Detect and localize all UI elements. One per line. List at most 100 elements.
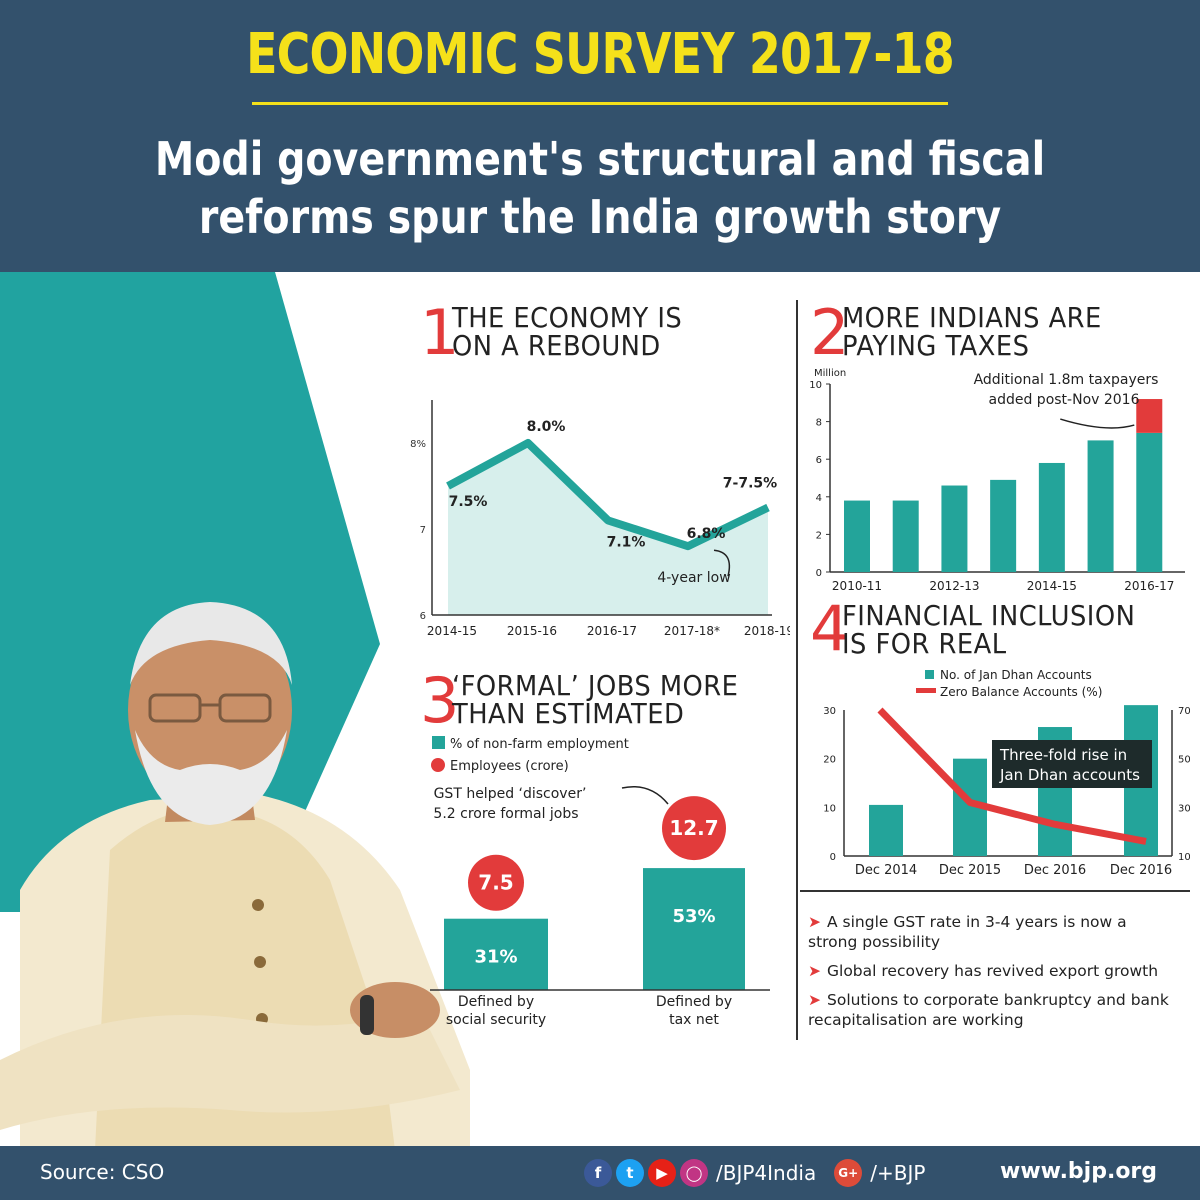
- person-photo: [0, 602, 470, 1150]
- gdp-growth-line: [446, 439, 770, 551]
- survey-title: ECONOMIC SURVEY 2017-18: [246, 22, 955, 87]
- key-point-text: Solutions to corporate bankruptcy and ba…: [827, 991, 1169, 1009]
- facebook-icon[interactable]: f: [584, 1159, 612, 1187]
- x-tick-label: Dec 2016: [1024, 863, 1086, 878]
- google-plus-icon[interactable]: G+: [834, 1159, 863, 1187]
- section-3-number: 3: [420, 664, 460, 737]
- key-point: ➤ Solutions to corporate bankruptcy and b…: [808, 990, 1188, 1030]
- y-tick-label: 8%: [410, 439, 426, 450]
- instagram-icon[interactable]: ◯: [680, 1159, 708, 1187]
- section-3-title-line-1: ‘FORMAL’ JOBS MORE: [452, 669, 739, 702]
- y-tick-label-right: 50: [1178, 755, 1190, 766]
- section-2-number: 2: [810, 296, 850, 369]
- social-handle-bjp4india[interactable]: /BJP4India: [716, 1161, 817, 1185]
- jan-dhan-combo-chart: No. of Jan Dhan Accounts Zero Balance Acc…: [823, 668, 1190, 878]
- legend-label: Zero Balance Accounts (%): [940, 685, 1102, 699]
- x-tick-label: 2015-16: [507, 624, 557, 638]
- section-1-number: 1: [420, 296, 460, 369]
- x-tick-label: social security: [446, 1012, 546, 1028]
- website-link[interactable]: www.bjp.org: [1000, 1159, 1158, 1184]
- y-tick-label: 0: [816, 568, 822, 579]
- legend-label: Employees (crore): [450, 759, 569, 774]
- twitter-icon[interactable]: t: [616, 1159, 644, 1187]
- x-tick-label: 2010-11: [832, 579, 882, 593]
- social-links: f t ▶ ◯ /BJP4India G+ /+BJP: [584, 1157, 939, 1189]
- gdp-growth-line-chart: 6 7 8% 7.5% 8.0% 7.1% 6.8% 7-7.5% 4-year low 2014…: [410, 400, 790, 638]
- vertical-divider: [796, 300, 798, 1040]
- key-point-text: recapitalisation are working: [808, 1011, 1024, 1029]
- data-label: 53%: [672, 906, 715, 927]
- x-tick-label: 2014-15: [427, 624, 477, 638]
- bar: [844, 500, 870, 572]
- x-tick-label: 2012-13: [929, 579, 979, 593]
- section-4-number: 4: [810, 592, 850, 665]
- bar: [941, 485, 968, 572]
- x-tick-label: 2016-17: [587, 624, 637, 638]
- section-2-title-line-1: MORE INDIANS ARE: [842, 301, 1102, 334]
- y-tick-label: 6: [420, 611, 426, 622]
- bar: [990, 479, 1017, 572]
- youtube-icon[interactable]: ▶: [648, 1159, 676, 1187]
- data-label: 7-7.5%: [723, 476, 777, 492]
- y-axis-label: Million: [814, 368, 846, 379]
- title-underline: [252, 102, 948, 105]
- y-tick-label: 6: [816, 455, 822, 466]
- section-1-title-line-2: ON A REBOUND: [452, 329, 661, 362]
- bar: [1087, 440, 1114, 572]
- bar: [1038, 462, 1065, 572]
- social-handle-bjp[interactable]: /+BJP: [870, 1161, 926, 1185]
- y-tick-label: 2: [816, 530, 822, 541]
- x-tick-label: Defined by: [458, 994, 534, 1010]
- x-tick-label: tax net: [669, 1012, 719, 1028]
- key-point-text: strong possibility: [808, 933, 941, 951]
- horizontal-divider: [800, 890, 1190, 892]
- header-banner: ECONOMIC SURVEY 2017-18 Modi government'…: [0, 0, 1200, 272]
- legend-label: No. of Jan Dhan Accounts: [940, 668, 1092, 682]
- bar: [869, 804, 903, 856]
- data-label: 8.0%: [527, 419, 566, 435]
- zero-balance-line: [877, 707, 1147, 845]
- callout-text: Three-fold rise in: [999, 746, 1127, 764]
- arrow-icon: ➤: [808, 913, 821, 931]
- y-tick-label-left: 10: [823, 803, 836, 814]
- arrow-icon: ➤: [808, 991, 821, 1009]
- formal-jobs-bar-chart: % of non-farm employment Employees (crore…: [430, 736, 770, 1028]
- teal-background-shape: [0, 272, 380, 912]
- y-tick-label: 10: [809, 380, 822, 391]
- source-note: Source: CSO: [40, 1160, 165, 1184]
- taxpayers-bar-chart: Million 0 2 4 6 8 10 2010-11 2012-13 2014-15 2016-…: [809, 368, 1185, 593]
- legend-swatch-red: [916, 688, 936, 693]
- bar: [892, 500, 919, 572]
- x-tick-label: 2016-17: [1124, 579, 1174, 593]
- y-tick-label-right: 10: [1178, 852, 1190, 863]
- bar: [643, 868, 745, 990]
- y-tick-label-left: 30: [823, 706, 836, 717]
- section-3-title-line-2: THAN ESTIMATED: [452, 697, 685, 730]
- annotation-arrow: [621, 786, 669, 805]
- callout-text: Jan Dhan accounts: [999, 766, 1140, 784]
- bubble-label: 7.5: [478, 871, 513, 895]
- key-point: ➤ A single GST rate in 3-4 years is now a…: [808, 912, 1188, 952]
- key-point-text: Global recovery has revived export growt…: [827, 962, 1159, 980]
- annotation-text: added post-Nov 2016: [989, 392, 1140, 408]
- y-tick-label-right: 70: [1178, 706, 1190, 717]
- annotation-text: GST helped ‘discover’: [434, 786, 587, 802]
- section-2-title-line-2: PAYING TAXES: [842, 329, 1030, 362]
- x-tick-label: 2014-15: [1027, 579, 1077, 593]
- annotation-arrow: [713, 549, 731, 577]
- y-tick-label: 8: [816, 418, 822, 429]
- data-label: 7.1%: [607, 534, 646, 550]
- arrow-icon: ➤: [808, 962, 821, 980]
- y-tick-label-left: 20: [823, 755, 836, 766]
- section-1-title-line-1: THE ECONOMY IS: [452, 301, 683, 334]
- bar: [444, 918, 548, 990]
- y-tick-label: 4: [816, 493, 822, 504]
- x-tick-label: 2017-18*: [664, 624, 720, 638]
- x-tick-label: Defined by: [656, 994, 732, 1010]
- key-point-text: A single GST rate in 3-4 years is now a: [827, 913, 1127, 931]
- legend-swatch-teal: [925, 670, 934, 679]
- legend-swatch-red: [431, 758, 445, 772]
- x-tick-label: Dec 2014: [855, 863, 917, 878]
- bubble-label: 12.7: [669, 816, 718, 840]
- y-tick-label: 7: [420, 525, 426, 536]
